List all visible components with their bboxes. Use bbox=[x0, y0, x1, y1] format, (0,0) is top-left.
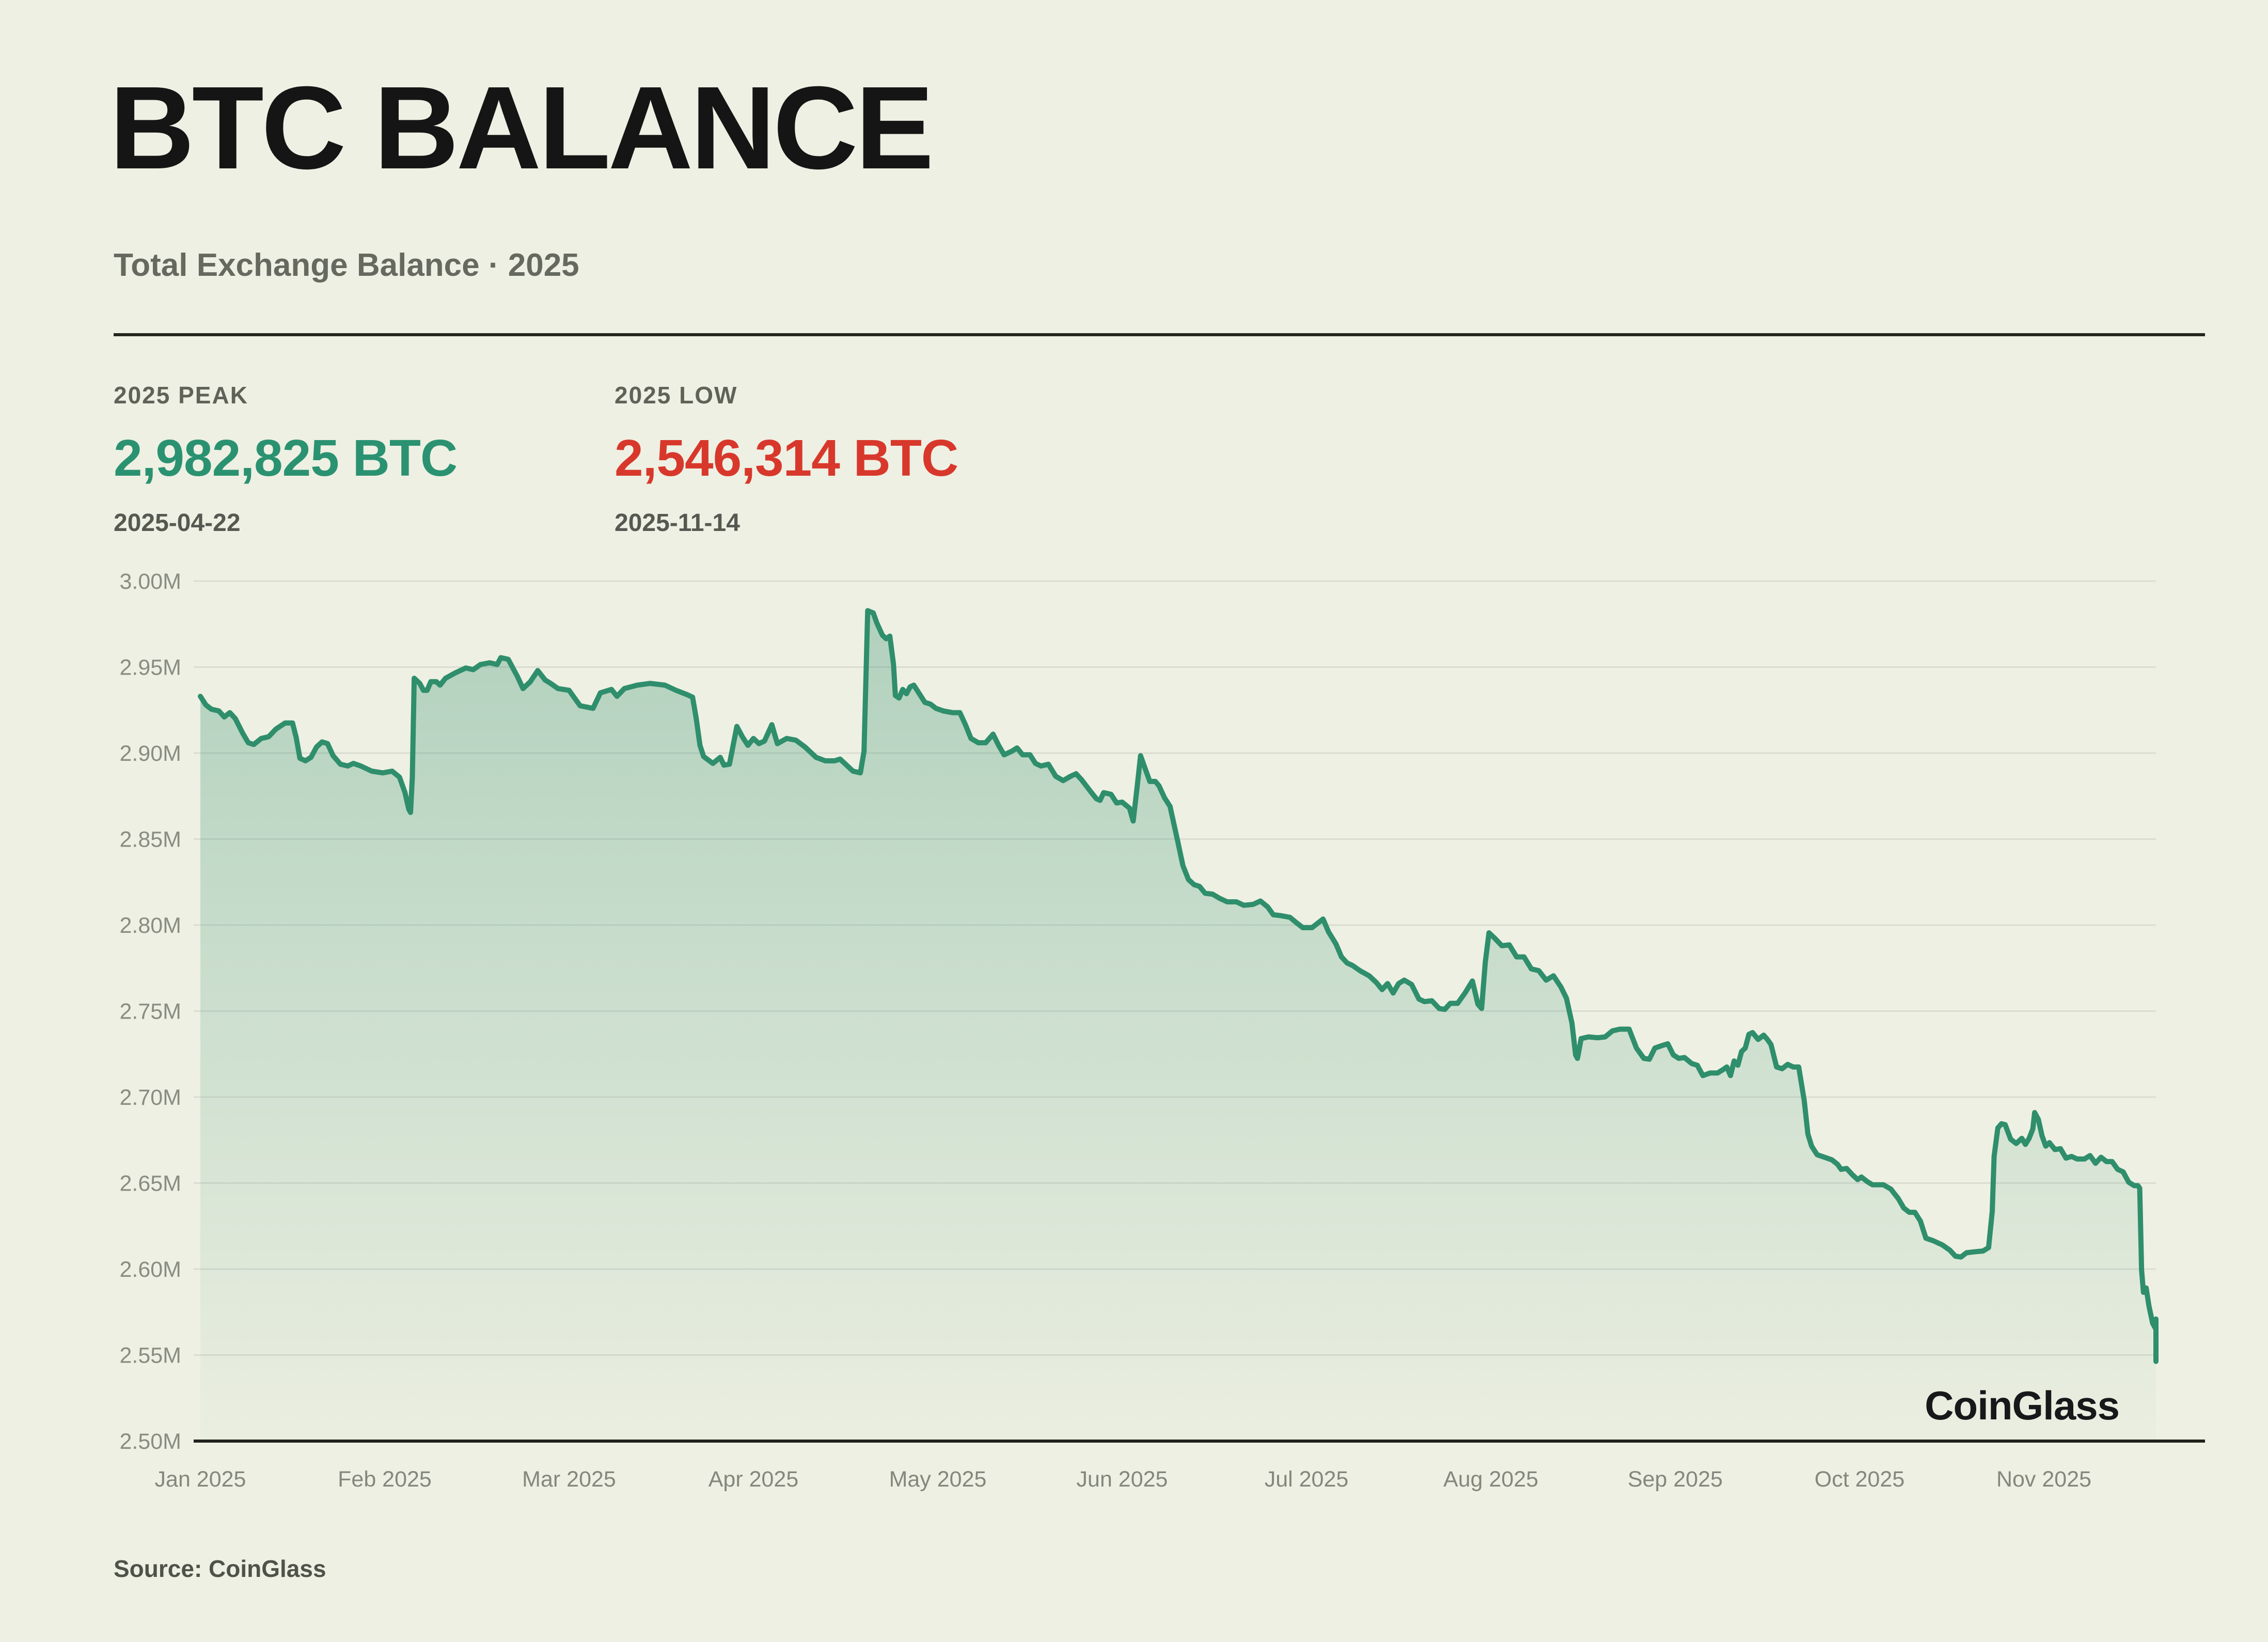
x-axis-label: Jan 2025 bbox=[155, 1467, 246, 1492]
y-axis-label: 2.70M bbox=[119, 1085, 181, 1110]
stat-low-label: 2025 LOW bbox=[615, 382, 738, 409]
stat-peak-date: 2025-04-22 bbox=[114, 509, 241, 537]
y-axis-label: 2.85M bbox=[119, 827, 181, 852]
y-axis-label: 2.65M bbox=[119, 1171, 181, 1196]
header-divider bbox=[114, 333, 2205, 336]
stat-low: 2025 LOW 2,546,314 BTC 2025-11-14 bbox=[615, 381, 1115, 537]
x-axis-label: Aug 2025 bbox=[1443, 1467, 1538, 1492]
y-axis-label: 3.00M bbox=[119, 569, 181, 594]
page-subtitle: Total Exchange Balance · 2025 bbox=[114, 247, 579, 283]
stats-row: 2025 PEAK 2,982,825 BTC 2025-04-22 2025 … bbox=[114, 381, 1115, 537]
y-axis-label: 2.80M bbox=[119, 913, 181, 938]
x-axis-label: Nov 2025 bbox=[1996, 1467, 2091, 1492]
x-axis-label: May 2025 bbox=[889, 1467, 987, 1492]
x-axis-label: Mar 2025 bbox=[522, 1467, 616, 1492]
stat-low-date: 2025-11-14 bbox=[615, 509, 740, 537]
x-axis-label: Jul 2025 bbox=[1265, 1467, 1349, 1492]
stat-peak-value: 2,982,825 BTC bbox=[114, 429, 458, 487]
stat-peak: 2025 PEAK 2,982,825 BTC 2025-04-22 bbox=[114, 381, 615, 537]
x-axis-label: Sep 2025 bbox=[1628, 1467, 1723, 1492]
x-axis-label: Feb 2025 bbox=[338, 1467, 432, 1492]
y-axis-label: 2.90M bbox=[119, 741, 181, 766]
source-credit: Source: CoinGlass bbox=[114, 1555, 326, 1582]
stat-peak-label: 2025 PEAK bbox=[114, 382, 248, 409]
y-axis-label: 2.55M bbox=[119, 1343, 181, 1368]
x-axis-label: Oct 2025 bbox=[1815, 1467, 1905, 1492]
y-axis-label: 2.75M bbox=[119, 999, 181, 1024]
stat-low-value: 2,546,314 BTC bbox=[615, 429, 958, 487]
coinglass-watermark: CoinGlass bbox=[1925, 1383, 2120, 1428]
y-axis-label: 2.60M bbox=[119, 1257, 181, 1282]
y-axis-label: 2.50M bbox=[119, 1429, 181, 1454]
balance-area-fill bbox=[200, 611, 2156, 1441]
balance-line bbox=[198, 608, 2159, 1364]
y-axis-label: 2.95M bbox=[119, 655, 181, 680]
x-axis-label: Jun 2025 bbox=[1077, 1467, 1168, 1492]
page-title: BTC BALANCE bbox=[109, 62, 934, 194]
x-axis-label: Apr 2025 bbox=[708, 1467, 799, 1492]
